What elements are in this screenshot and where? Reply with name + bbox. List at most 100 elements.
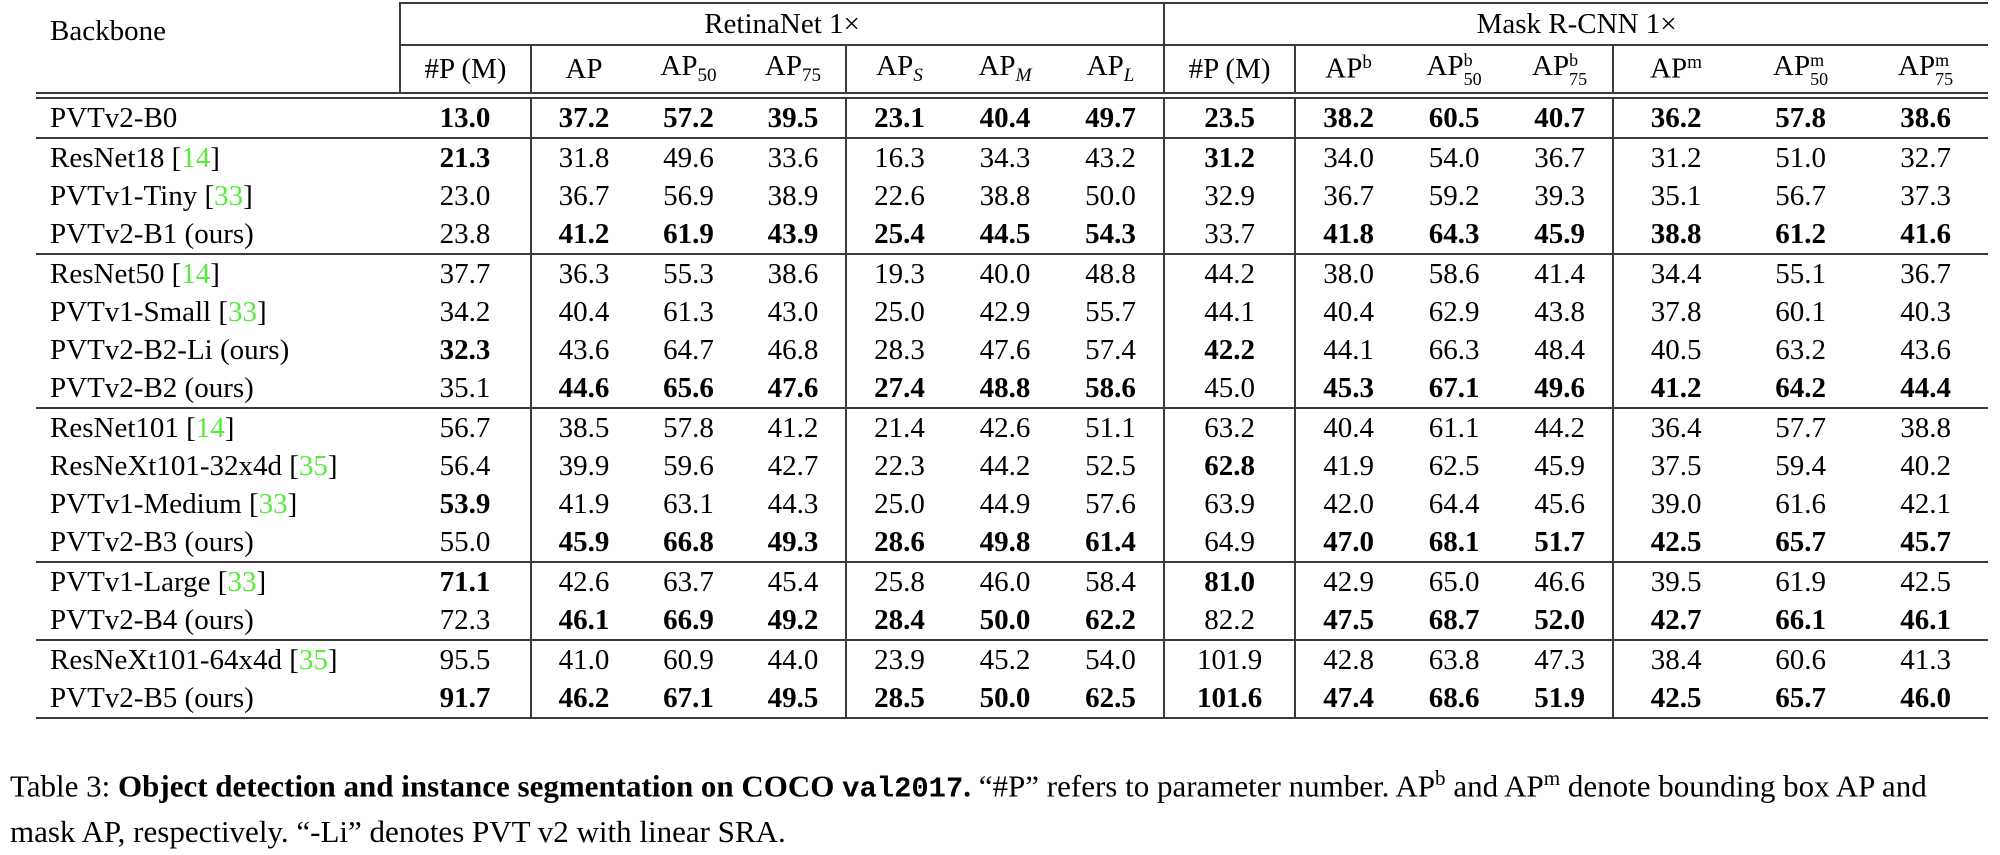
- metric-cell: 42.9: [1323, 565, 1374, 598]
- table-row: PVTv1-Large [33] 71.1 42.6 63.7 45.4 25.8 46.0…: [36, 562, 1988, 601]
- column-header: #P (M): [400, 45, 532, 99]
- metric-cell: 49.7: [1058, 95, 1166, 139]
- metric-cell: 41.2: [741, 408, 847, 447]
- metric-cell: 67.1: [1401, 369, 1508, 409]
- metric-cell: 28.4: [846, 601, 952, 641]
- metric-cell: 68.1: [1401, 523, 1508, 563]
- supsub-script: b 75: [1569, 49, 1588, 89]
- metric-cell: 36.7: [558, 179, 610, 212]
- metric-cell: 51.0: [1775, 141, 1826, 174]
- backbone-cell: ResNeXt101-64x4d [35]: [50, 643, 338, 676]
- metric-cell: 101.6: [1164, 679, 1297, 719]
- metric-cell: 57.8: [663, 411, 714, 444]
- metric-cell: 49.2: [741, 601, 847, 641]
- metric-cell: 51.7: [1507, 523, 1615, 563]
- table-row: PVTv2-B5 (ours) 91.7 46.2 67.1 49.5 28.5 50.0 6…: [36, 679, 1989, 719]
- table-row: PVTv2-B0 13.0 37.2 57.2 39.5 23.1 40.4 49.7 23.5…: [36, 95, 1989, 139]
- metric-cell: 32.9: [1164, 177, 1297, 215]
- metric-cell: 65.7: [1738, 523, 1864, 563]
- backbone-cell: PVTv2-B2 (ours): [36, 369, 400, 409]
- metric-cell: 62.9: [1428, 295, 1480, 328]
- metric-cell: 45.9: [531, 523, 636, 563]
- backbone-label: PVTv2-B3 (ours): [50, 525, 254, 558]
- metric-cell: 41.6: [1863, 215, 1989, 255]
- metric-cell: 28.5: [846, 679, 952, 719]
- metric-cell: 16.3: [874, 141, 925, 174]
- metric-cell: 44.0: [741, 640, 847, 679]
- metric-cell: 42.6: [558, 565, 610, 598]
- backbone-label: PVTv2-B2-Li (ours): [50, 333, 290, 366]
- metric-cell: 28.6: [846, 523, 952, 563]
- metric-cell: 52.5: [1058, 447, 1166, 485]
- metric-cell: 81.0: [1164, 562, 1297, 601]
- metric-cell: 56.9: [663, 179, 714, 212]
- backbone-label: ResNeXt101-32x4d: [50, 449, 282, 482]
- column-header: #P (M): [1164, 45, 1297, 99]
- metric-cell: 57.7: [1775, 411, 1826, 444]
- metric-cell: 63.9: [1164, 485, 1297, 523]
- metric-cell: 41.9: [558, 487, 610, 520]
- metric-cell: 41.4: [1507, 254, 1615, 293]
- metric-cell: 38.8: [1900, 411, 1951, 444]
- citation-ref: 14: [195, 411, 225, 444]
- metric-cell: 47.6: [741, 369, 847, 409]
- metric-cell: 46.2: [531, 679, 636, 719]
- metric-cell: 38.6: [1863, 95, 1989, 139]
- metric-cell: 23.1: [846, 95, 952, 139]
- metric-cell: 40.2: [1900, 449, 1951, 482]
- metric-cell: 55.1: [1775, 257, 1826, 290]
- column-header: AP b 50: [1401, 45, 1508, 99]
- column-header: AP75: [741, 45, 847, 99]
- metric-cell: 46.8: [741, 331, 847, 369]
- backbone-cell: PVTv2-B0: [36, 95, 400, 139]
- metric-cell: 13.0: [400, 95, 532, 139]
- metric-cell: 56.7: [1775, 179, 1826, 212]
- metric-cell: 63.8: [1428, 643, 1480, 676]
- metric-cell: 47.3: [1507, 640, 1615, 679]
- column-header: APS: [846, 45, 952, 99]
- metric-cell: 31.8: [558, 141, 610, 174]
- metric-cell: 58.4: [1058, 562, 1166, 601]
- metric-cell: 38.9: [741, 177, 847, 215]
- metric-cell: 66.1: [1738, 601, 1864, 641]
- metric-cell: 40.7: [1507, 95, 1615, 139]
- caption-segment: “#P” refers to parameter number. AP: [971, 768, 1436, 804]
- citation-ref: 14: [181, 141, 211, 174]
- column-header: AP: [531, 45, 636, 99]
- metric-cell: 41.3: [1900, 643, 1951, 676]
- metric-cell: 51.1: [1058, 408, 1166, 447]
- metric-cell: 50.0: [952, 601, 1058, 641]
- backbone-label: ResNet18: [50, 141, 165, 174]
- metric-cell: 23.8: [400, 215, 532, 255]
- metric-cell: 40.5: [1650, 333, 1702, 366]
- metric-cell: 55.7: [1058, 293, 1166, 331]
- caption-segment: Object detection and instance segmentati…: [118, 768, 843, 804]
- column-header: AP50: [636, 45, 741, 99]
- backbone-label: ResNeXt101-64x4d: [50, 643, 282, 676]
- metric-cell: 61.9: [1775, 565, 1826, 598]
- backbone-header: Backbone: [36, 3, 401, 99]
- supsub-script: m 50: [1810, 49, 1829, 89]
- backbone-cell: ResNet18 [14]: [50, 141, 220, 174]
- backbone-cell: PVTv1-Medium [33]: [50, 487, 298, 520]
- citation-ref: 35: [298, 643, 328, 676]
- citation-ref: 35: [298, 449, 328, 482]
- metric-cell: 64.3: [1401, 215, 1508, 255]
- metric-cell: 54.0: [1058, 640, 1166, 679]
- column-header: APM: [952, 45, 1058, 99]
- column-header: APL: [1058, 45, 1166, 99]
- metric-cell: 44.2: [1164, 254, 1297, 293]
- metric-cell: 61.2: [1738, 215, 1864, 255]
- metric-cell: 60.1: [1775, 295, 1826, 328]
- metric-cell: 51.9: [1507, 679, 1615, 719]
- backbone-cell: PVTv2-B3 (ours): [36, 523, 400, 563]
- metric-cell: 68.6: [1401, 679, 1508, 719]
- metric-cell: 59.4: [1775, 449, 1826, 482]
- metric-cell: 42.5: [1613, 523, 1739, 563]
- table-body: PVTv2-B0 13.0 37.2 57.2 39.5 23.1 40.4 49.7 23.5…: [36, 95, 1989, 719]
- column-header-label: AP: [565, 52, 603, 85]
- metric-cell: 45.9: [1507, 215, 1615, 255]
- backbone-label: PVTv2-B5 (ours): [50, 681, 254, 714]
- backbone-label: ResNet101: [50, 411, 179, 444]
- metric-cell: 34.0: [1323, 141, 1374, 174]
